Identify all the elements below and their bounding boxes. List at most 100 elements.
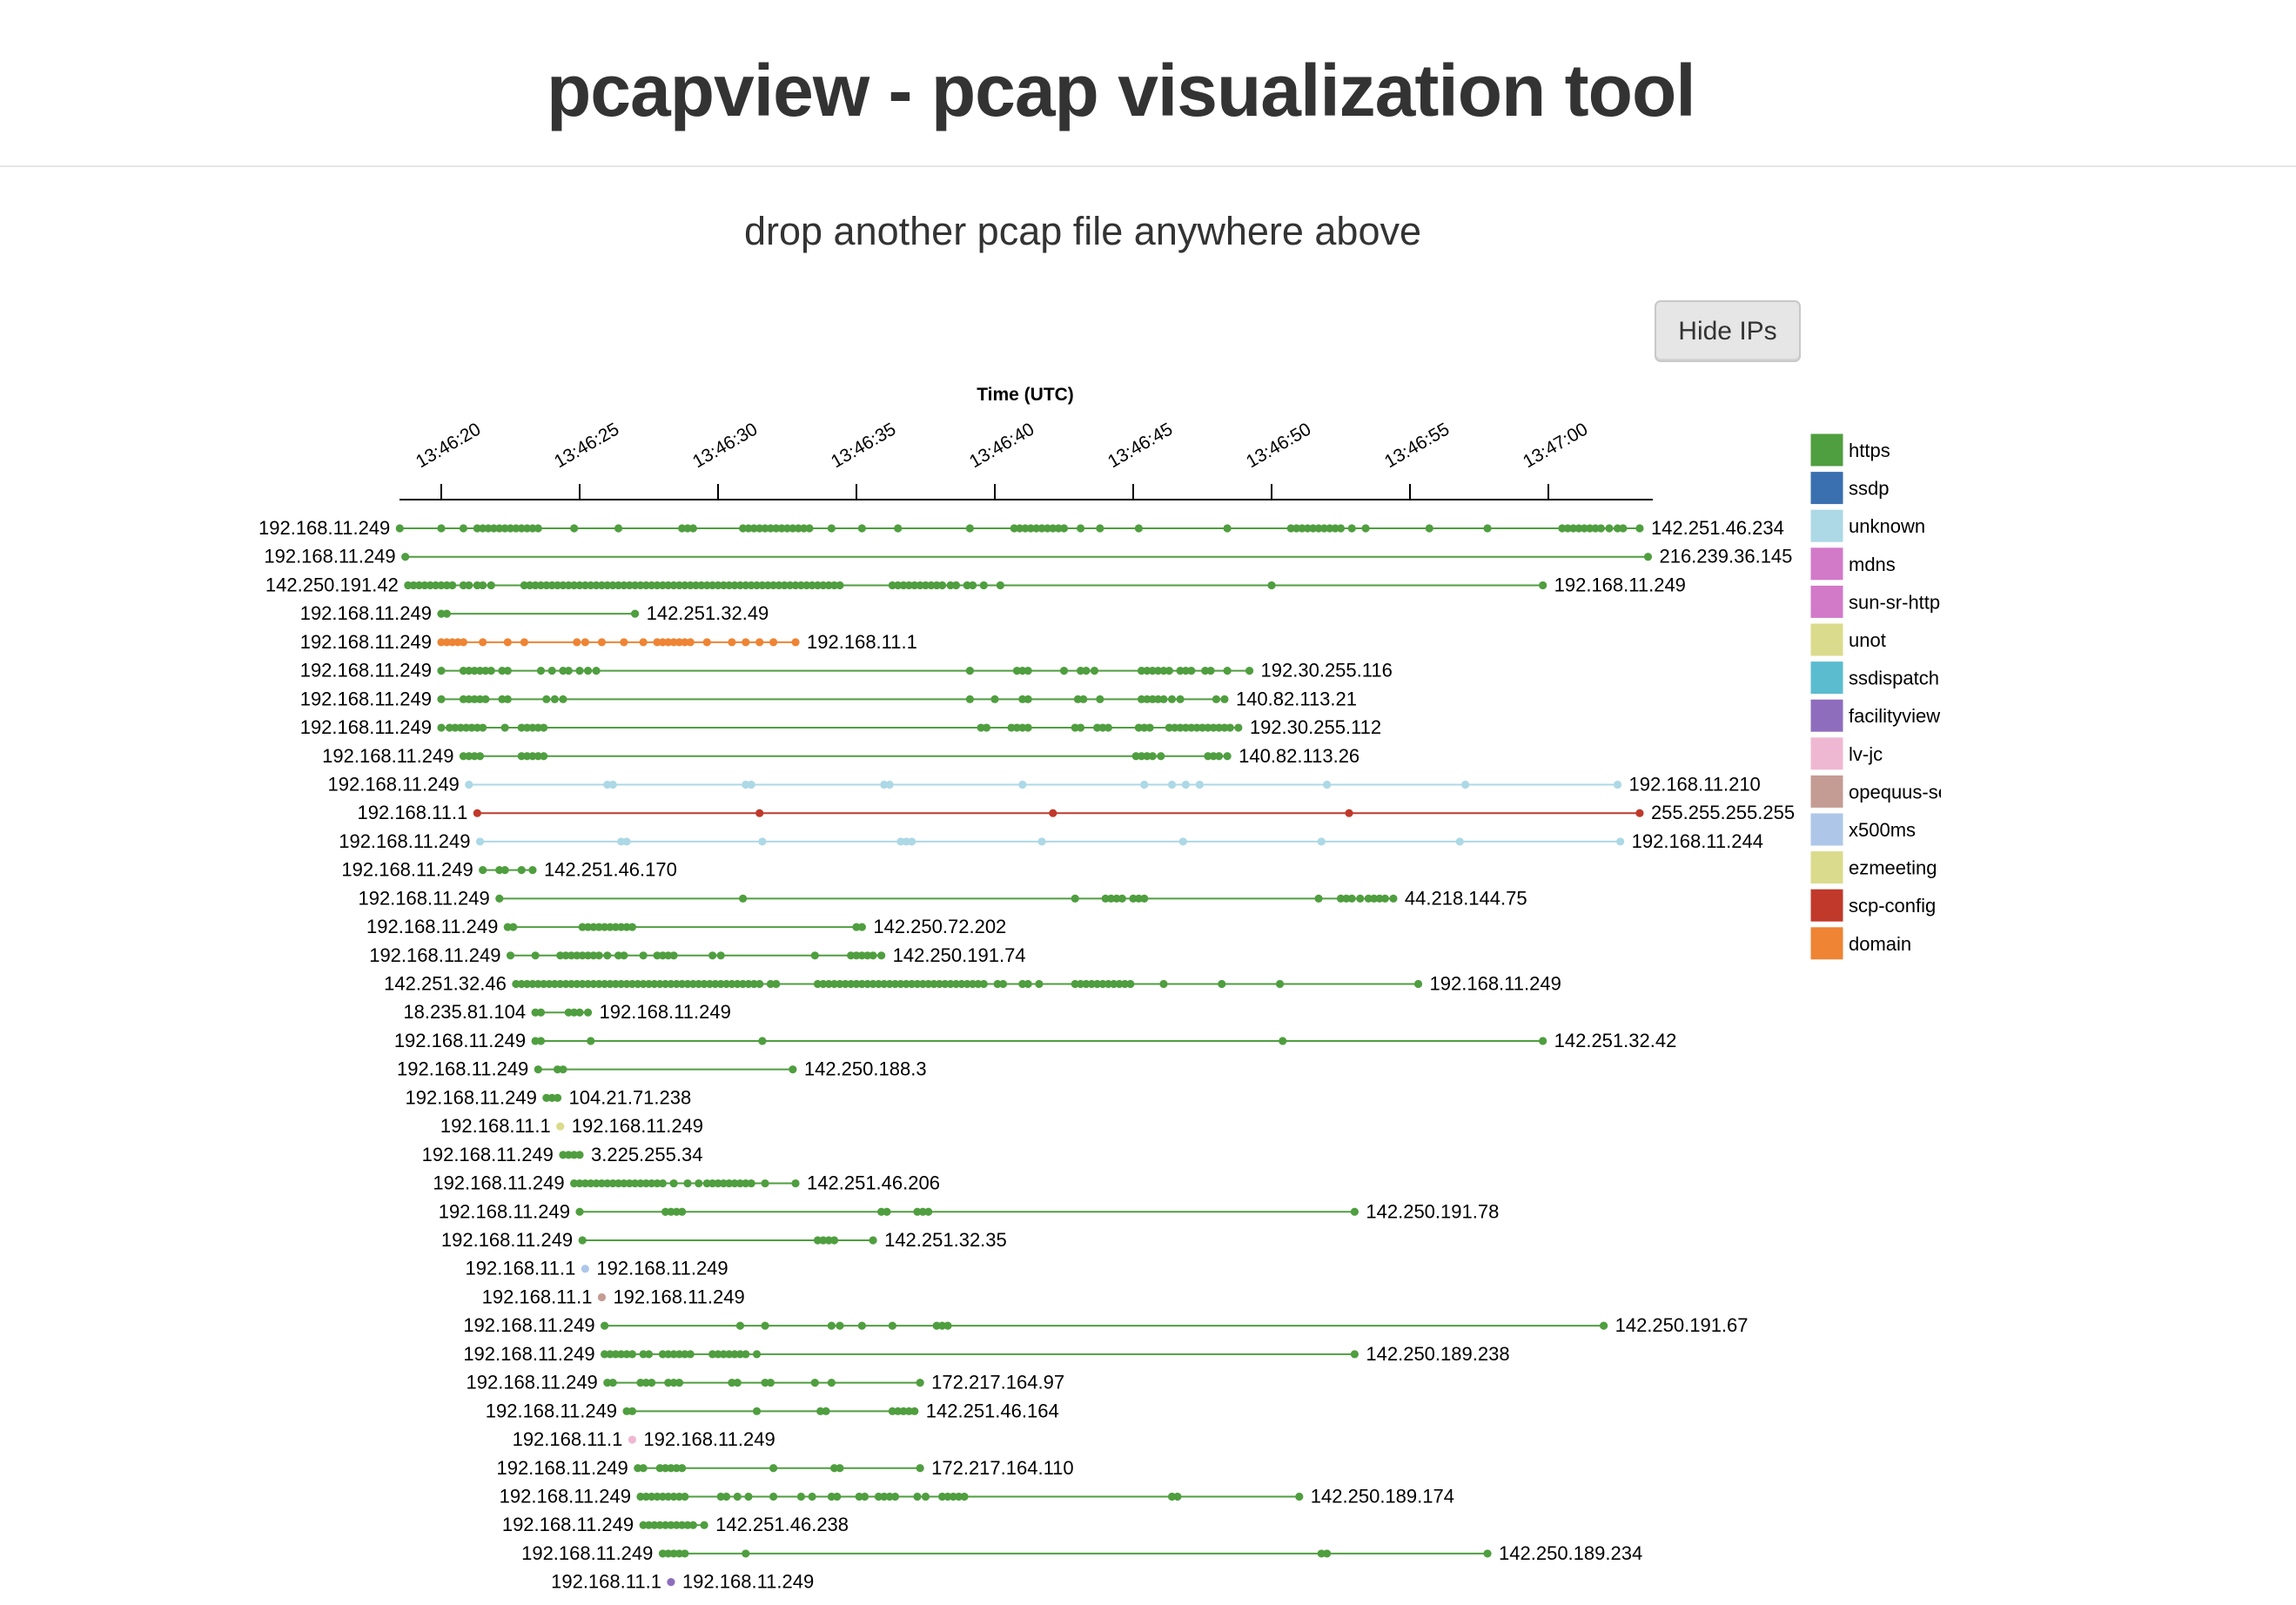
packet-point[interactable] bbox=[722, 979, 731, 989]
packet-point[interactable] bbox=[536, 581, 546, 590]
packet-point[interactable] bbox=[512, 524, 520, 533]
packet-point[interactable] bbox=[669, 1379, 678, 1387]
packet-point[interactable] bbox=[650, 979, 659, 989]
packet-point[interactable] bbox=[791, 581, 800, 590]
packet-point[interactable] bbox=[594, 951, 603, 960]
packet-point[interactable] bbox=[755, 979, 764, 989]
packet-point[interactable] bbox=[522, 752, 532, 761]
packet-point[interactable] bbox=[960, 1492, 969, 1501]
flow-row[interactable]: 192.168.11.249 142.250.191.78 bbox=[439, 1200, 1500, 1222]
packet-point[interactable] bbox=[475, 667, 485, 675]
packet-point[interactable] bbox=[1336, 894, 1346, 903]
packet-point[interactable] bbox=[581, 1265, 589, 1273]
flow-row[interactable]: 192.168.11.249 142.250.191.74 bbox=[369, 944, 1025, 966]
packet-point[interactable] bbox=[829, 1236, 839, 1245]
packet-point[interactable] bbox=[824, 581, 833, 590]
packet-point[interactable] bbox=[575, 1179, 584, 1188]
packet-point[interactable] bbox=[404, 581, 413, 590]
packet-point[interactable] bbox=[761, 1379, 769, 1387]
packet-point[interactable] bbox=[675, 1350, 684, 1359]
packet-point[interactable] bbox=[592, 1179, 601, 1188]
packet-point[interactable] bbox=[675, 1492, 684, 1501]
packet-point[interactable] bbox=[495, 894, 504, 903]
packet-point[interactable] bbox=[432, 581, 440, 590]
packet-point[interactable] bbox=[570, 1008, 579, 1017]
packet-point[interactable] bbox=[1413, 979, 1423, 989]
packet-point[interactable] bbox=[941, 979, 950, 989]
packet-point[interactable] bbox=[708, 1350, 717, 1359]
packet-point[interactable] bbox=[653, 581, 661, 590]
packet-point[interactable] bbox=[1106, 894, 1116, 903]
packet-point[interactable] bbox=[932, 581, 941, 590]
packet-point[interactable] bbox=[573, 951, 581, 960]
packet-point[interactable] bbox=[728, 638, 736, 647]
packet-point[interactable] bbox=[1350, 1350, 1359, 1359]
packet-point[interactable] bbox=[1275, 979, 1285, 989]
flow-row[interactable]: 18.235.81.104 192.168.11.249 bbox=[403, 1001, 730, 1023]
packet-point[interactable] bbox=[437, 609, 446, 618]
packet-point[interactable] bbox=[462, 723, 471, 732]
packet-point[interactable] bbox=[1024, 667, 1032, 675]
packet-point[interactable] bbox=[678, 1521, 687, 1529]
packet-point[interactable] bbox=[658, 1549, 668, 1558]
packet-point[interactable] bbox=[702, 638, 711, 647]
packet-point[interactable] bbox=[860, 1492, 869, 1501]
packet-point[interactable] bbox=[716, 979, 725, 989]
packet-point[interactable] bbox=[603, 1379, 612, 1387]
packet-point[interactable] bbox=[968, 581, 977, 590]
packet-point[interactable] bbox=[1143, 752, 1151, 761]
packet-point[interactable] bbox=[836, 979, 844, 989]
packet-point[interactable] bbox=[852, 979, 861, 989]
packet-point[interactable] bbox=[700, 979, 708, 989]
packet-point[interactable] bbox=[730, 581, 739, 590]
packet-point[interactable] bbox=[675, 581, 684, 590]
packet-point[interactable] bbox=[1167, 695, 1177, 703]
packet-point[interactable] bbox=[1112, 894, 1121, 903]
packet-point[interactable] bbox=[735, 581, 745, 590]
packet-point[interactable] bbox=[1035, 979, 1044, 989]
packet-point[interactable] bbox=[542, 1093, 551, 1102]
packet-point[interactable] bbox=[1148, 667, 1157, 675]
packet-point[interactable] bbox=[819, 1236, 828, 1245]
packet-point[interactable] bbox=[1082, 667, 1091, 675]
packet-point[interactable] bbox=[606, 979, 614, 989]
packet-point[interactable] bbox=[620, 951, 628, 960]
packet-point[interactable] bbox=[957, 979, 966, 989]
packet-point[interactable] bbox=[534, 752, 542, 761]
packet-point[interactable] bbox=[495, 524, 504, 533]
packet-point[interactable] bbox=[1037, 837, 1046, 846]
packet-point[interactable] bbox=[880, 1492, 889, 1501]
packet-point[interactable] bbox=[977, 723, 985, 732]
packet-point[interactable] bbox=[641, 1492, 650, 1501]
packet-point[interactable] bbox=[808, 1492, 816, 1501]
packet-point[interactable] bbox=[664, 1492, 673, 1501]
packet-point[interactable] bbox=[625, 1179, 634, 1188]
packet-point[interactable] bbox=[644, 979, 654, 989]
packet-point[interactable] bbox=[587, 581, 595, 590]
packet-point[interactable] bbox=[667, 1521, 675, 1529]
packet-point[interactable] bbox=[669, 1350, 678, 1359]
packet-point[interactable] bbox=[1159, 695, 1168, 703]
packet-point[interactable] bbox=[614, 581, 623, 590]
packet-point[interactable] bbox=[908, 979, 916, 989]
packet-point[interactable] bbox=[691, 581, 701, 590]
packet-point[interactable] bbox=[628, 979, 637, 989]
packet-point[interactable] bbox=[794, 524, 802, 533]
packet-point[interactable] bbox=[877, 1207, 886, 1216]
packet-point[interactable] bbox=[517, 979, 526, 989]
flow-row[interactable]: 192.168.11.249 140.82.113.21 bbox=[300, 688, 1357, 709]
packet-point[interactable] bbox=[655, 1464, 664, 1473]
packet-point[interactable] bbox=[1101, 894, 1110, 903]
packet-point[interactable] bbox=[534, 524, 542, 533]
packet-point[interactable] bbox=[716, 1492, 725, 1501]
packet-point[interactable] bbox=[459, 695, 468, 703]
packet-point[interactable] bbox=[918, 1207, 927, 1216]
packet-point[interactable] bbox=[1643, 553, 1653, 561]
packet-point[interactable] bbox=[742, 638, 750, 647]
packet-point[interactable] bbox=[965, 524, 974, 533]
packet-point[interactable] bbox=[681, 1350, 689, 1359]
packet-point[interactable] bbox=[1148, 695, 1157, 703]
packet-point[interactable] bbox=[1356, 894, 1365, 903]
packet-point[interactable] bbox=[661, 979, 670, 989]
packet-point[interactable] bbox=[536, 667, 546, 675]
